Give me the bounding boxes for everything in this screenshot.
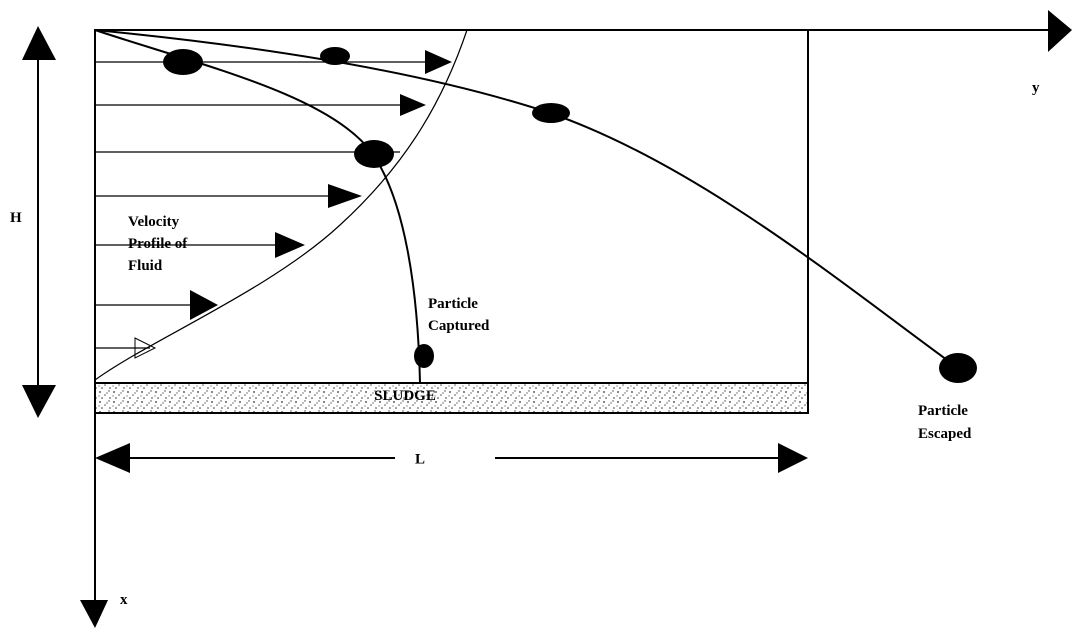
captured-label: Captured	[428, 318, 490, 334]
sludge-layer	[94, 382, 809, 414]
velocity-vectors	[95, 50, 452, 359]
particle	[532, 103, 570, 123]
captured-trajectory	[94, 29, 421, 384]
arrowhead	[778, 443, 808, 473]
arrowhead	[80, 600, 108, 628]
particle	[320, 47, 350, 65]
particle	[354, 140, 394, 168]
height-label: H	[10, 210, 22, 226]
velocity-label: Profile of	[128, 236, 188, 252]
y-axis-label: y	[1032, 80, 1040, 96]
particle	[939, 353, 977, 383]
escaped-trajectory	[94, 29, 959, 369]
sludge-label: SLUDGE	[374, 388, 436, 404]
length-label: L	[415, 451, 425, 467]
captured-label: Particle	[428, 296, 478, 312]
escaped-label: Escaped	[918, 426, 972, 442]
particle	[163, 49, 203, 75]
arrowhead	[1048, 10, 1072, 52]
velocity-profile	[94, 29, 468, 381]
particle	[414, 344, 434, 368]
velocity-label: Velocity	[128, 214, 180, 230]
arrowhead	[22, 385, 56, 418]
arrowhead	[95, 443, 130, 473]
x-axis-label: x	[120, 592, 128, 608]
arrowhead	[22, 26, 56, 60]
velocity-label: Fluid	[128, 258, 163, 274]
escaped-label: Particle	[918, 403, 968, 419]
